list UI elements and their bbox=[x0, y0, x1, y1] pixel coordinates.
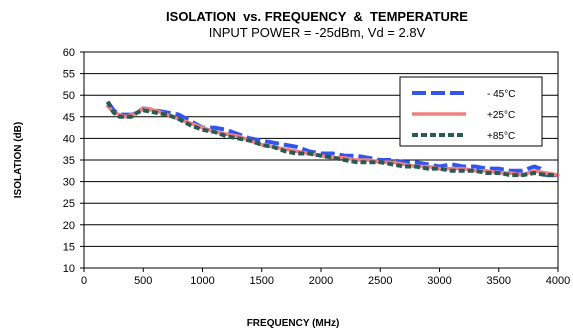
y-tick-labels: 10 15 20 25 30 35 40 45 50 55 60 bbox=[63, 47, 84, 275]
x-tick-label: 4000 bbox=[546, 275, 570, 287]
x-tick-label: 3000 bbox=[427, 275, 451, 287]
x-tick-label: 3500 bbox=[487, 275, 511, 287]
x-axis-title: FREQUENCY (MHz) bbox=[247, 318, 340, 329]
chart-subtitle: INPUT POWER = -25dBm, Vd = 2.8V bbox=[209, 25, 426, 40]
y-tick-label: 30 bbox=[63, 177, 75, 189]
series-line-2 bbox=[105, 100, 558, 178]
x-tick-label: 1000 bbox=[190, 275, 214, 287]
y-tick-label: 20 bbox=[63, 220, 75, 232]
x-tick-label: 2500 bbox=[368, 275, 392, 287]
y-tick-label: 50 bbox=[63, 90, 75, 102]
series-line-0 bbox=[106, 100, 558, 178]
y-tick-label: 60 bbox=[63, 47, 75, 59]
y-tick-label: 40 bbox=[63, 133, 75, 145]
legend-label-0: - 45°C bbox=[487, 89, 515, 100]
chart-title: ISOLATION vs. FREQUENCY & TEMPERATURE bbox=[166, 9, 468, 24]
y-tick-label: 45 bbox=[63, 112, 75, 124]
series-layer bbox=[105, 100, 560, 178]
y-tick-label: 15 bbox=[63, 241, 75, 253]
y-tick-label: 55 bbox=[63, 69, 75, 81]
x-tick-labels: 0 500 1000 1500 2000 2500 3000 3500 4000 bbox=[81, 268, 570, 287]
y-tick-label: 10 bbox=[63, 263, 75, 275]
x-tick-label: 1500 bbox=[250, 275, 274, 287]
legend-label-2: +85°C bbox=[487, 131, 515, 142]
y-tick-label: 25 bbox=[63, 198, 75, 210]
legend: - 45°C +25°C +85°C bbox=[399, 76, 543, 147]
legend-label-1: +25°C bbox=[487, 110, 515, 121]
y-tick-label: 35 bbox=[63, 155, 75, 167]
y-axis-title: ISOLATION (dB) bbox=[13, 122, 24, 198]
x-tick-label: 500 bbox=[134, 275, 152, 287]
x-tick-label: 0 bbox=[81, 275, 87, 287]
x-tick-label: 2000 bbox=[309, 275, 333, 287]
